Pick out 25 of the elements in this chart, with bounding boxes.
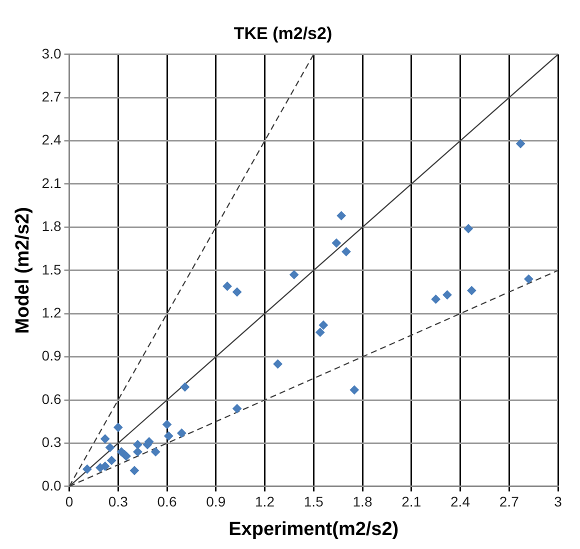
x-tick-label: 2.1 [402,494,422,510]
x-axis-title: Experiment(m2/s2) [228,518,399,540]
x-tick-label: 0.9 [206,494,226,510]
y-tick-label: 1.2 [42,304,62,320]
y-tick-label: 2.4 [42,132,62,148]
x-tick-label: 3 [554,494,562,510]
y-tick-label: 0.0 [42,477,62,494]
y-tick-label: 0.3 [42,434,62,450]
y-tick-label: 2.7 [42,88,62,104]
y-axis-title: Model (m2/s2) [12,207,34,334]
x-tick-label: 1.2 [255,494,275,510]
x-tick-label: 2.7 [499,494,520,510]
x-tick-label: 0.3 [108,494,128,510]
y-tick-label: 1.5 [42,261,62,278]
y-tick-label: 0.6 [42,390,62,407]
x-tick-label: 1.8 [352,494,372,510]
y-tick-label: 3.0 [42,45,62,62]
chart-title: TKE (m2/s2) [234,24,332,43]
y-tick-label: 0.9 [42,348,62,364]
x-tick-label: 0.6 [157,494,177,510]
x-tick-label: 0 [65,494,74,510]
x-tick-label: 1.5 [304,494,324,510]
x-tick-label: 2.4 [450,494,470,510]
y-tick-label: 1.8 [42,218,62,234]
y-tick-label: 2.1 [42,174,62,191]
